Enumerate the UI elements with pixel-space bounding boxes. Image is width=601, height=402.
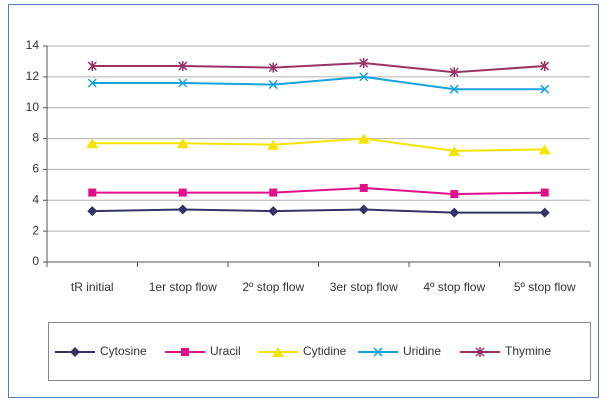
legend-label: Cytosine [100, 344, 147, 358]
legend-marker [70, 347, 80, 357]
marker [176, 138, 189, 149]
marker [540, 61, 550, 72]
marker [87, 206, 98, 217]
legend-label: Uracil [210, 344, 241, 358]
marker [177, 204, 188, 215]
marker [358, 204, 369, 215]
marker [87, 78, 97, 88]
legend-box [48, 322, 591, 381]
marker [449, 67, 459, 78]
legend-marker [475, 347, 485, 357]
marker [86, 138, 99, 149]
y-tick-label: 8 [32, 131, 39, 145]
marker [357, 133, 370, 144]
marker [268, 62, 278, 73]
legend-marker [373, 347, 383, 357]
x-tick-label: 4º stop flow [423, 280, 485, 294]
series-line [92, 186, 545, 196]
marker [359, 72, 369, 82]
marker [178, 188, 187, 197]
marker [87, 61, 97, 72]
x-tick-label: 2º stop flow [242, 280, 304, 294]
series-line [92, 75, 545, 91]
marker [88, 188, 97, 197]
x-tick-label: tR initial [71, 280, 114, 294]
marker [540, 84, 550, 94]
y-tick-label: 14 [26, 38, 40, 52]
series-line [92, 61, 545, 74]
legend-label: Uridine [403, 344, 441, 358]
marker [359, 57, 369, 68]
y-tick-label: 10 [26, 100, 40, 114]
marker [178, 61, 188, 72]
marker [449, 207, 460, 218]
series-line [92, 208, 545, 214]
marker [267, 139, 280, 150]
x-tick-label: 3er stop flow [330, 280, 398, 294]
legend-label: Cytidine [303, 344, 347, 358]
marker [539, 207, 550, 218]
marker [359, 183, 368, 192]
marker [448, 145, 461, 156]
legend-marker [272, 347, 284, 357]
marker [538, 144, 551, 155]
marker [178, 78, 188, 88]
marker [268, 206, 279, 217]
y-tick-label: 2 [32, 223, 39, 237]
y-tick-label: 6 [32, 162, 39, 176]
marker [450, 190, 459, 199]
marker [269, 188, 278, 197]
legend-label: Thymine [505, 344, 551, 358]
marker [540, 188, 549, 197]
marker [268, 80, 278, 90]
y-tick-label: 0 [32, 254, 39, 268]
y-tick-label: 12 [26, 69, 40, 83]
x-tick-label: 5º stop flow [514, 280, 576, 294]
y-tick-label: 4 [32, 192, 39, 206]
legend-marker [181, 348, 189, 356]
x-tick-label: 1er stop flow [149, 280, 217, 294]
marker [449, 84, 459, 94]
series-line [92, 137, 545, 152]
